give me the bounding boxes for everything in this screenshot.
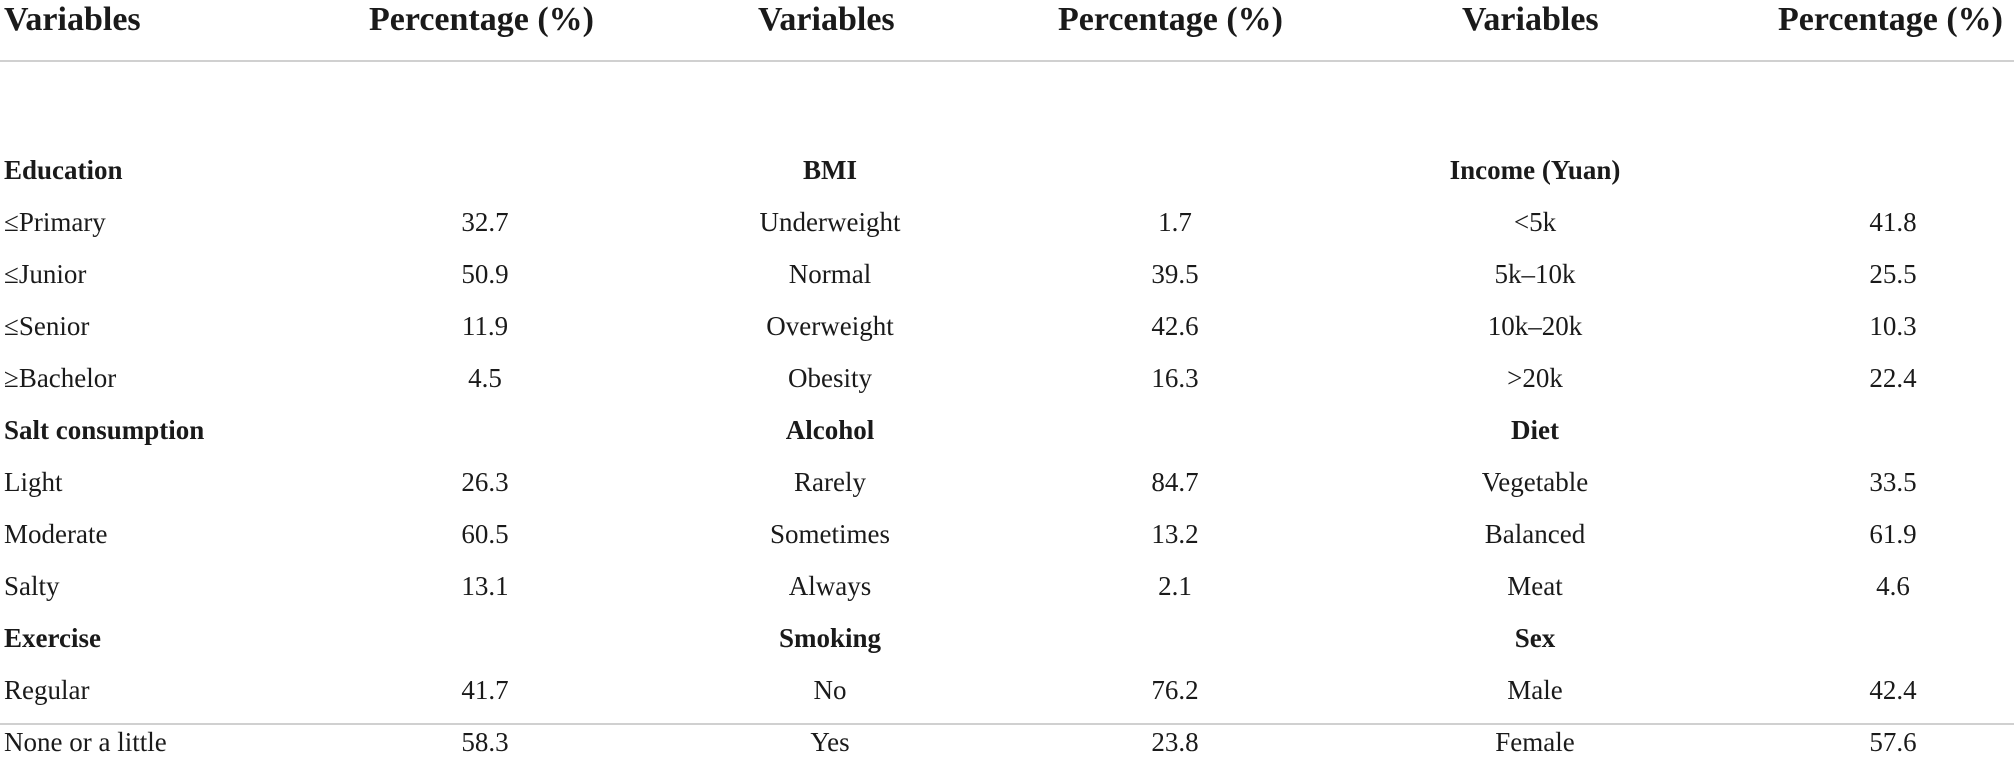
percentage-cell-1: 13.1	[461, 571, 509, 601]
percentage-cell-3: 10.3	[1869, 311, 1917, 341]
variable-cell-2: No	[813, 675, 847, 705]
variable-cell-2: Always	[788, 571, 872, 601]
variable-cell-2: Rarely	[794, 467, 866, 497]
variable-cell-2: Normal	[788, 259, 872, 289]
category-row: Exercise Smoking Sex	[0, 612, 2014, 664]
percentage-cell-3: 25.5	[1869, 259, 1917, 289]
category-label-2: Alcohol	[785, 415, 875, 445]
variable-cell-2: Underweight	[759, 207, 901, 237]
category-label-3: Diet	[1511, 415, 1559, 445]
table-row: Salty 13.1 Always 2.1 Meat 4.6	[0, 560, 2014, 612]
category-label-1: Education	[4, 155, 123, 185]
percentage-cell-2: 13.2	[1151, 519, 1199, 549]
variable-cell-3: Vegetable	[1481, 467, 1589, 497]
percentage-cell-2: 84.7	[1151, 467, 1199, 497]
variable-cell-1: Salty	[4, 571, 60, 601]
category-label-2: BMI	[803, 155, 857, 185]
variable-cell-2: Sometimes	[770, 519, 890, 549]
table-row: Regular 41.7 No 76.2 Male 42.4	[0, 664, 2014, 716]
variable-cell-1: ≤Primary	[4, 207, 106, 237]
category-label-1: Salt consumption	[4, 415, 205, 445]
category-label-3: Sex	[1514, 623, 1556, 653]
table-row: ≤Primary 32.7 Underweight 1.7 <5k 41.8	[0, 196, 2014, 248]
category-label-3: Income (Yuan)	[1449, 155, 1621, 185]
table-row: ≤Junior 50.9 Normal 39.5 5k–10k 25.5	[0, 248, 2014, 300]
percentage-cell-2: 39.5	[1151, 259, 1199, 289]
variable-cell-1: Moderate	[4, 519, 108, 549]
percentage-cell-2: 76.2	[1151, 675, 1199, 705]
table-body: Education BMI Income (Yuan) ≤Primary 32.7 Und…	[0, 144, 2014, 768]
variable-cell-1: Regular	[4, 675, 90, 705]
variable-cell-3: >20k	[1507, 363, 1563, 393]
percentage-cell-3: 42.4	[1869, 675, 1917, 705]
percentage-cell-3: 33.5	[1869, 467, 1917, 497]
variable-cell-3: <5k	[1513, 207, 1557, 237]
variable-cell-3: 5k–10k	[1494, 259, 1576, 289]
variable-cell-2: Obesity	[788, 363, 872, 393]
percentage-cell-3: 41.8	[1869, 207, 1917, 237]
percentage-cell-1: 60.5	[461, 519, 509, 549]
percentage-cell-1: 32.7	[461, 207, 509, 237]
percentage-cell-1: 41.7	[461, 675, 509, 705]
table-row: ≤Senior 11.9 Overweight 42.6 10k–20k 10.3	[0, 300, 2014, 352]
category-row: Education BMI Income (Yuan)	[0, 144, 2014, 196]
table-row: Light 26.3 Rarely 84.7 Vegetable 33.5	[0, 456, 2014, 508]
variable-cell-1: ≤Senior	[4, 311, 90, 341]
header-percentage-3: Percentage (%)	[1778, 1, 2003, 38]
variable-cell-3: Balanced	[1484, 519, 1586, 549]
percentage-cell-1: 4.5	[468, 363, 502, 393]
header-percentage-1: Percentage (%)	[369, 1, 594, 38]
table-row: ≥Bachelor 4.5 Obesity 16.3 >20k 22.4	[0, 352, 2014, 404]
percentage-cell-1: 11.9	[461, 311, 509, 341]
percentage-cell-2: 2.1	[1158, 571, 1192, 601]
percentage-cell-1: 26.3	[461, 467, 509, 497]
table-row: Moderate 60.5 Sometimes 13.2 Balanced 61.9	[0, 508, 2014, 560]
category-row: Salt consumption Alcohol Diet	[0, 404, 2014, 456]
bottom-rule	[0, 723, 2014, 725]
percentage-cell-3: 22.4	[1869, 363, 1917, 393]
variable-cell-2: Overweight	[766, 311, 894, 341]
variable-cell-1: ≥Bachelor	[4, 363, 117, 393]
variable-cell-3: Meat	[1507, 571, 1563, 601]
variable-cell-3: Male	[1507, 675, 1563, 705]
header-variables-3: Variables	[1462, 1, 1599, 38]
variable-cell-1: Light	[4, 467, 63, 497]
percentage-cell-2: 1.7	[1158, 207, 1192, 237]
percentage-cell-1: 50.9	[461, 259, 509, 289]
header-percentage-2: Percentage (%)	[1058, 1, 1283, 38]
category-label-1: Exercise	[4, 623, 101, 653]
category-label-2: Smoking	[778, 623, 882, 653]
variable-cell-1: ≤Junior	[4, 259, 87, 289]
table-header: Variables Percentage (%) Variables Perce…	[0, 0, 2014, 62]
percentage-cell-2: 42.6	[1151, 311, 1199, 341]
variable-cell-3: 10k–20k	[1487, 311, 1583, 341]
header-variables-1: Variables	[4, 1, 141, 38]
percentage-cell-2: 16.3	[1151, 363, 1199, 393]
header-variables-2: Variables	[758, 1, 895, 38]
percentage-cell-3: 4.6	[1876, 571, 1910, 601]
percentage-cell-3: 61.9	[1869, 519, 1917, 549]
